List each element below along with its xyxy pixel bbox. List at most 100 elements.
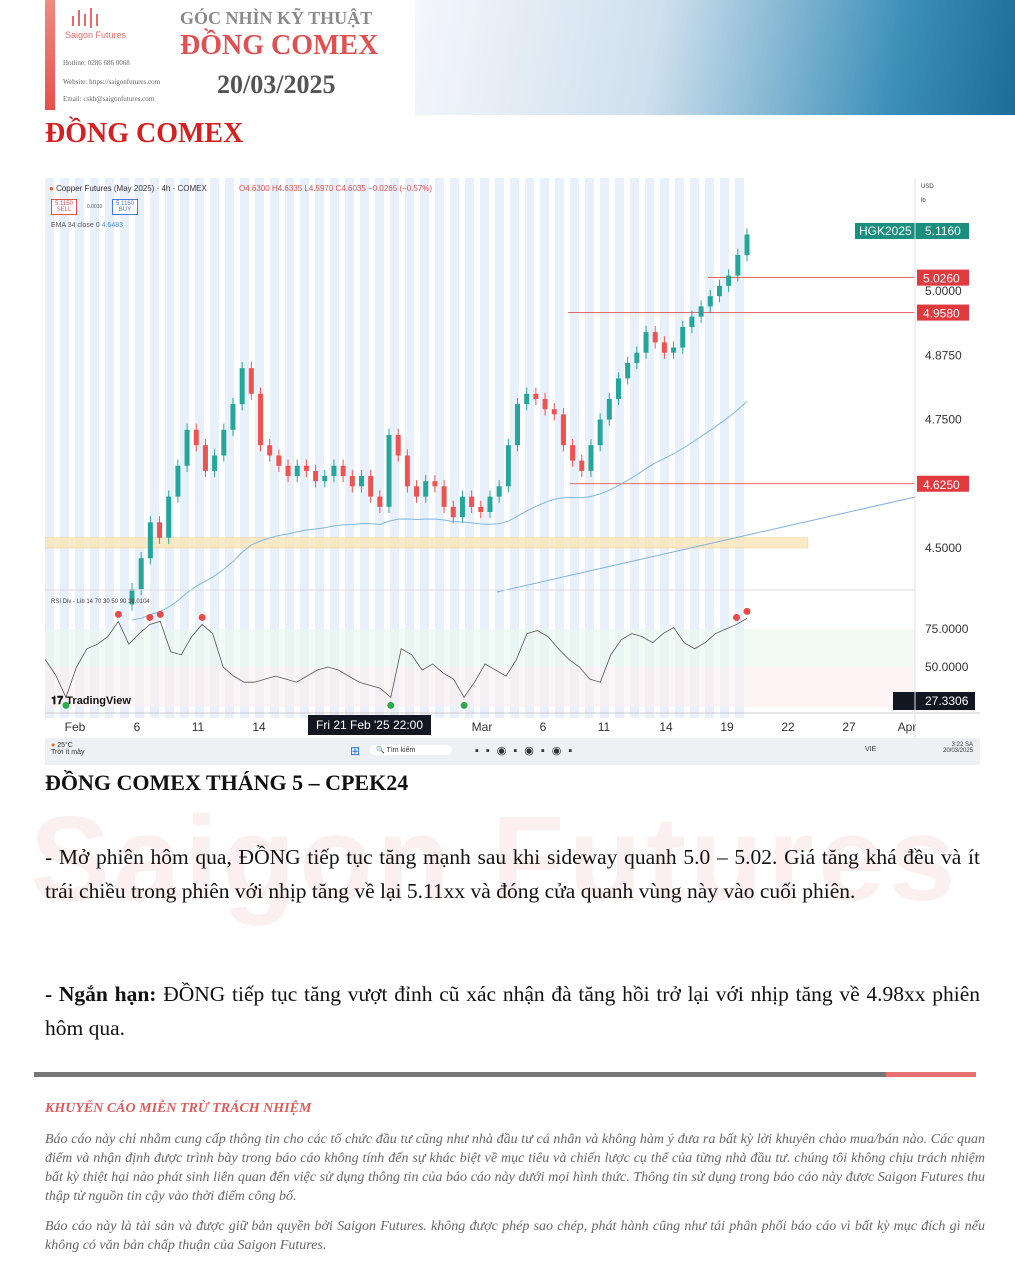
candle bbox=[579, 460, 585, 471]
divider-accent bbox=[886, 1072, 976, 1077]
disclaimer-copyright: Báo cáo này là tài sản và được giữ bản q… bbox=[45, 1219, 985, 1253]
candle bbox=[588, 445, 594, 471]
hotline: Hotline: 0286 686 0068 bbox=[63, 59, 130, 67]
ema-value: 4.6483 bbox=[101, 222, 124, 229]
symbol-line: ● Copper Futures (May 2025) · 4h · COMEX… bbox=[49, 184, 432, 193]
candle bbox=[716, 285, 722, 297]
price-tick: 5.0000 bbox=[925, 284, 962, 298]
price-level-tag bbox=[917, 269, 969, 286]
taskbar-search[interactable]: 🔍 Tìm kiếm bbox=[370, 745, 452, 755]
candle bbox=[239, 368, 245, 405]
weather-temp: 25°C bbox=[57, 742, 73, 749]
candle bbox=[634, 352, 640, 363]
candle bbox=[441, 486, 447, 507]
report-banner: Saigon Futures Hotline: 0286 686 0068 We… bbox=[45, 0, 1015, 115]
rsi-bearish-divergence-marker bbox=[146, 613, 154, 621]
candle bbox=[395, 434, 401, 456]
price-level-label: 4.6250 bbox=[923, 478, 960, 492]
candle bbox=[175, 465, 181, 497]
candle bbox=[212, 455, 218, 471]
ema-label: EMA 34 close 0 bbox=[51, 222, 100, 229]
candle bbox=[368, 476, 374, 497]
support-zone bbox=[45, 537, 809, 549]
windows-taskbar: ● 25°C Trời ít mây ⊞ 🔍 Tìm kiếm ▪▪◉▪◉▪◉▪ … bbox=[45, 738, 980, 765]
rsi-last-value: 27.3306 bbox=[925, 694, 969, 708]
windows-start-icon[interactable]: ⊞ bbox=[350, 744, 361, 758]
last-price-tag bbox=[855, 223, 969, 239]
candle bbox=[698, 306, 704, 317]
rsi-bullish-divergence-marker bbox=[62, 701, 70, 709]
rsi-tick: 50.0000 bbox=[925, 660, 969, 674]
candle bbox=[478, 506, 484, 513]
candle bbox=[469, 496, 475, 507]
candle bbox=[735, 255, 741, 276]
spread: 0.0010 bbox=[87, 204, 103, 210]
candle bbox=[184, 429, 190, 466]
candle bbox=[285, 465, 291, 477]
short-term-label: - Ngắn hạn: bbox=[45, 982, 157, 1006]
taskbar-app-icons[interactable]: ▪▪◉▪◉▪◉▪ bbox=[475, 745, 580, 757]
x-tick: Apr bbox=[898, 720, 917, 734]
taskbar-lang[interactable]: VIE bbox=[865, 746, 877, 753]
candle bbox=[450, 506, 456, 518]
candle bbox=[606, 398, 612, 420]
candle bbox=[313, 470, 319, 482]
buy-button[interactable]: 5.1160 BUY bbox=[112, 199, 138, 215]
search-icon: 🔍 bbox=[376, 747, 385, 754]
ohlc-readout: O4.6300 H4.6335 L4.5970 C4.6035 −0.0265 … bbox=[239, 184, 433, 193]
candle bbox=[515, 404, 521, 446]
candle bbox=[258, 393, 264, 446]
candle bbox=[129, 589, 135, 605]
buy-price: 5.1160 bbox=[116, 201, 134, 207]
price-level-tag bbox=[917, 304, 969, 321]
candle bbox=[157, 522, 163, 538]
sell-button[interactable]: 5.1150 SELL bbox=[51, 199, 77, 215]
weather-widget[interactable]: ● 25°C Trời ít mây bbox=[51, 742, 85, 756]
x-tick: 6 bbox=[134, 720, 141, 734]
candle bbox=[487, 496, 493, 513]
candle bbox=[322, 476, 328, 482]
x-tick: 11 bbox=[192, 720, 205, 734]
banner-image bbox=[415, 0, 1015, 115]
disclaimer-text: Báo cáo này chỉ nhằm cung cấp thông tin … bbox=[45, 1132, 985, 1204]
rsi-bearish-divergence-marker bbox=[156, 610, 164, 618]
sell-price: 5.1150 bbox=[55, 201, 73, 207]
copper-icon: ● bbox=[49, 184, 54, 193]
candle bbox=[193, 429, 199, 446]
price-tick: 4.5000 bbox=[925, 541, 962, 555]
last-price: 5.1160 bbox=[925, 224, 961, 238]
price-chart: 5.0260 4.9580 4.6250 5.0000 4.8750 4.7500 4.50… bbox=[45, 178, 980, 738]
candle bbox=[303, 465, 309, 471]
candle bbox=[615, 378, 621, 399]
candle bbox=[377, 496, 383, 507]
x-tick: Feb bbox=[65, 720, 86, 734]
banner-date: 20/03/2025 bbox=[217, 70, 336, 99]
candle bbox=[689, 316, 695, 327]
section-heading: ĐỒNG COMEX THÁNG 5 – CPEK24 bbox=[45, 770, 409, 795]
rsi-legend: RSI Div - Lib 14 70 30 50 90 39.0104 bbox=[51, 599, 150, 605]
unit-select[interactable]: lb bbox=[921, 198, 926, 204]
candle bbox=[276, 455, 282, 466]
price-tick: 4.8750 bbox=[925, 348, 962, 362]
candle bbox=[570, 445, 576, 461]
ticker-label: HGK2025 bbox=[859, 224, 912, 238]
banner-accent bbox=[45, 0, 55, 110]
website: Website: https://saigonfutures.com bbox=[63, 78, 161, 86]
currency-select[interactable]: USD bbox=[921, 184, 934, 190]
x-tick: 14 bbox=[252, 720, 266, 734]
divider bbox=[34, 1072, 886, 1077]
rsi-bullish-divergence-marker bbox=[460, 701, 468, 709]
page-heading: ĐỒNG COMEX bbox=[45, 118, 244, 149]
rsi-bullish-divergence-marker bbox=[387, 701, 395, 709]
session-stripes bbox=[45, 178, 745, 718]
candle bbox=[248, 368, 254, 394]
candle bbox=[680, 326, 686, 348]
ema-line bbox=[131, 401, 748, 621]
banner-subtitle: GÓC NHÌN KỸ THUẬT bbox=[180, 8, 373, 28]
trend-line bbox=[496, 496, 916, 593]
taskbar-clock[interactable]: 3:22 SA 20/03/2025 bbox=[943, 742, 973, 754]
short-term-text: ĐỒNG tiếp tục tăng vượt đỉnh cũ xác nhận… bbox=[45, 982, 981, 1040]
candle bbox=[560, 414, 566, 446]
rsi-bearish-divergence-marker bbox=[198, 613, 206, 621]
